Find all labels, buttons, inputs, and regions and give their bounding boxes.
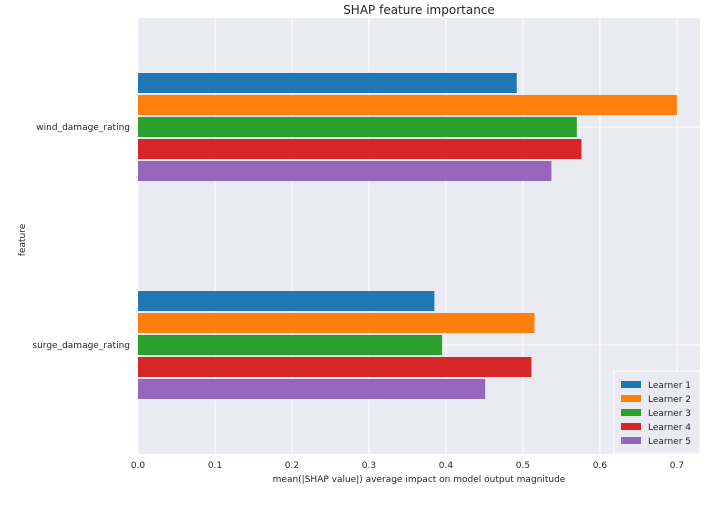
- x-tick-label: 0.6: [593, 461, 608, 471]
- bar-learner-4-surge-damage-rating: [138, 357, 532, 377]
- y-tick-label: surge_damage_rating: [32, 341, 130, 351]
- x-axis-label: mean(|SHAP value|) average impact on mod…: [273, 475, 566, 485]
- bar-learner-3-surge-damage-rating: [138, 335, 443, 355]
- x-tick-label: 0.0: [131, 461, 146, 471]
- legend-swatch-learner-1: [621, 381, 641, 388]
- chart-title: SHAP feature importance: [343, 3, 495, 17]
- legend-label-learner-3: Learner 3: [648, 409, 691, 419]
- bar-learner-3-wind-damage-rating: [138, 117, 577, 137]
- x-tick-label: 0.5: [516, 461, 530, 471]
- bar-learner-2-surge-damage-rating: [138, 313, 535, 333]
- legend: Learner 1 Learner 2 Learner 3 Learner 4 Lear…: [613, 370, 701, 454]
- x-tick-labels: 0.0 0.1 0.2 0.3 0.4 0.5 0.6 0.7: [131, 461, 684, 471]
- legend-swatch-learner-4: [621, 423, 641, 430]
- legend-label-learner-1: Learner 1: [648, 381, 691, 391]
- bar-learner-5-surge-damage-rating: [138, 379, 486, 399]
- x-tick-label: 0.1: [208, 461, 222, 471]
- legend-swatch-learner-2: [621, 395, 641, 402]
- legend-swatch-learner-5: [621, 437, 641, 444]
- legend-swatch-learner-3: [621, 409, 641, 416]
- x-tick-label: 0.4: [439, 461, 454, 471]
- legend-label-learner-4: Learner 4: [648, 423, 691, 433]
- x-tick-label: 0.3: [362, 461, 376, 471]
- legend-label-learner-2: Learner 2: [648, 395, 691, 405]
- bar-learner-2-wind-damage-rating: [138, 95, 677, 115]
- y-tick-label: wind_damage_rating: [36, 123, 130, 133]
- bar-learner-1-surge-damage-rating: [138, 291, 435, 311]
- bars: [138, 73, 677, 399]
- bar-learner-4-wind-damage-rating: [138, 139, 582, 159]
- bar-learner-5-wind-damage-rating: [138, 161, 552, 181]
- y-axis-label: feature: [18, 223, 28, 256]
- x-tick-label: 0.7: [670, 461, 684, 471]
- y-tick-labels: wind_damage_rating surge_damage_rating: [32, 123, 130, 351]
- bar-learner-1-wind-damage-rating: [138, 73, 517, 93]
- x-tick-label: 0.2: [285, 461, 299, 471]
- legend-label-learner-5: Learner 5: [648, 437, 691, 447]
